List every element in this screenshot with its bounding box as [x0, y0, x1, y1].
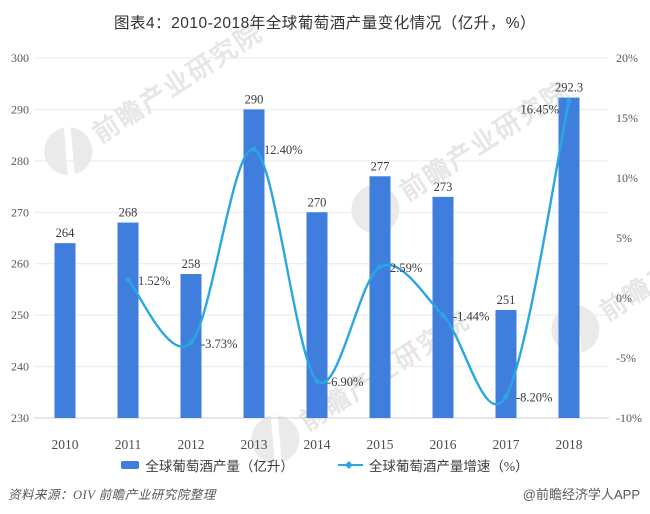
y-axis-tick-label: 250 — [11, 308, 29, 322]
x-axis-label: 2010 — [52, 437, 79, 452]
bar-value-label: 268 — [119, 206, 138, 220]
bar-value-label: 277 — [371, 159, 390, 173]
bar-2015 — [369, 176, 391, 418]
y-axis-tick-label: 290 — [11, 102, 29, 116]
line-point-2018 — [566, 98, 572, 104]
y-axis-tick-label: 260 — [11, 257, 29, 271]
y2-axis-tick-label: -10% — [616, 411, 642, 425]
bar-value-label: 290 — [245, 92, 264, 106]
x-axis-label: 2015 — [367, 437, 394, 452]
bar-2016 — [432, 196, 454, 418]
y-axis-tick-label: 230 — [11, 411, 29, 425]
y2-axis-tick-label: 0% — [616, 291, 632, 305]
chart-title: 图表4：2010-2018年全球葡萄酒产量变化情况（亿升，%） — [113, 15, 537, 32]
y2-axis-tick-label: 5% — [616, 231, 632, 245]
bar-series-swatch-icon — [121, 461, 140, 469]
bar-2013 — [243, 109, 265, 418]
line-point-2014 — [314, 378, 320, 384]
line-point-2011 — [125, 277, 131, 283]
legend-label-production: 全球葡萄酒产量（亿升） — [145, 459, 294, 474]
bar-value-label: 270 — [308, 195, 327, 209]
bar-value-label: 273 — [434, 180, 453, 194]
line-point-2017 — [503, 393, 509, 399]
line-point-2016 — [440, 312, 446, 318]
x-axis-label: 2011 — [115, 437, 142, 452]
line-point-2013 — [251, 146, 257, 152]
x-axis-label: 2014 — [304, 437, 331, 452]
line-series-marker-icon — [337, 460, 363, 470]
line-value-label: 16.45% — [520, 103, 559, 117]
x-axis-label: 2012 — [178, 437, 205, 452]
bar-2018 — [558, 97, 580, 418]
bar-2010 — [54, 243, 76, 418]
line-point-2012 — [188, 340, 194, 346]
credit-note: @前瞻经济学人APP — [522, 486, 640, 502]
line-value-label: 1.52% — [138, 274, 170, 288]
y2-axis-tick-label: -5% — [616, 351, 636, 365]
line-value-label: 12.40% — [264, 143, 303, 157]
y2-axis-tick-label: 20% — [616, 51, 638, 65]
line-point-2015 — [377, 264, 383, 270]
legend-item-growth: 全球葡萄酒产量增速（%） — [337, 455, 529, 475]
y2-axis-tick-label: 10% — [616, 171, 638, 185]
line-value-label: -1.44% — [453, 309, 489, 323]
x-axis-label: 2016 — [430, 437, 457, 452]
data-source-note: 资料来源：OIV 前瞻产业研究院整理 — [8, 487, 216, 502]
line-value-label: -6.90% — [327, 375, 363, 389]
x-axis-label: 2018 — [556, 437, 583, 452]
x-axis-label: 2013 — [241, 437, 268, 452]
bar-value-label: 258 — [182, 257, 201, 271]
bar-value-label: 264 — [56, 226, 76, 240]
y2-axis-tick-label: 15% — [616, 111, 638, 125]
x-axis-label: 2017 — [493, 437, 520, 452]
bar-2014 — [306, 212, 328, 418]
bar-value-label: 251 — [497, 293, 516, 307]
line-value-label: -3.73% — [201, 337, 237, 351]
y-axis-tick-label: 300 — [11, 51, 29, 65]
legend-item-production: 全球葡萄酒产量（亿升） — [121, 455, 294, 475]
y-axis-tick-label: 270 — [11, 205, 29, 219]
bar-value-label: 292.3 — [555, 81, 583, 95]
bar-2012 — [180, 274, 202, 418]
bar-2011 — [117, 222, 139, 418]
y-axis-tick-label: 240 — [11, 360, 29, 374]
legend-label-growth: 全球葡萄酒产量增速（%） — [368, 459, 529, 474]
bar-2017 — [495, 310, 517, 418]
y-axis-tick-label: 280 — [11, 154, 29, 168]
line-value-label: 2.59% — [390, 261, 422, 275]
line-value-label: -8.20% — [516, 390, 552, 404]
legend: 全球葡萄酒产量（亿升） 全球葡萄酒产量增速（%） — [0, 455, 650, 475]
footer: 资料来源：OIV 前瞻产业研究院整理 @前瞻经济学人APP — [0, 483, 650, 503]
